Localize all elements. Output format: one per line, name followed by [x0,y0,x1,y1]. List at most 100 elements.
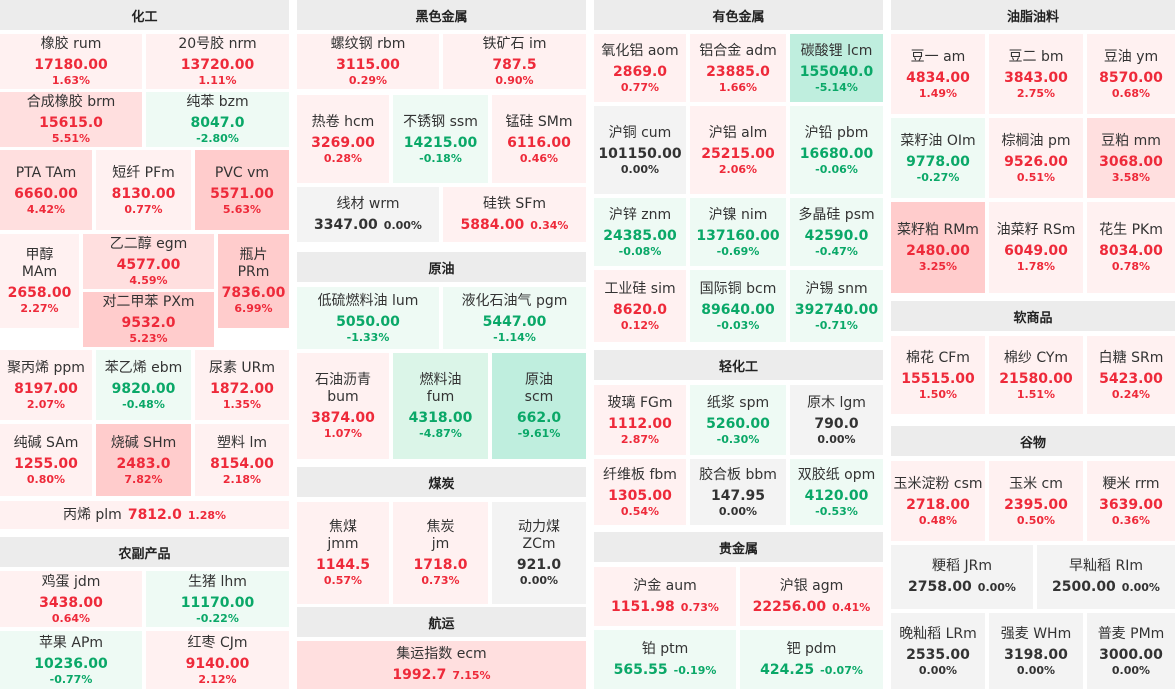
tile-olm[interactable]: 菜籽油 OIm 9778.00 -0.27% [891,118,985,198]
tile-urm[interactable]: 尿素 URm 1872.00 1.35% [195,350,289,420]
tile-cum[interactable]: 沪铜 cum 101150.00 0.00% [594,106,686,194]
tile-pfm[interactable]: 短纤 PFm 8130.00 0.77% [96,150,191,230]
tile-whm[interactable]: 强麦 WHm 3198.00 0.00% [989,613,1083,689]
tile-plm[interactable]: 丙烯 plm 7812.0 1.28% [0,501,289,529]
tile-cym[interactable]: 棉纱 CYm 21580.00 1.51% [989,336,1083,414]
tile-lgm[interactable]: 原木 lgm 790.0 0.00% [790,385,883,455]
tile-rim[interactable]: 早籼稻 RIm 2500.00 0.00% [1037,545,1175,609]
tile-name: 花生 PKm [1099,222,1163,238]
section-header-coal: 煤炭 [297,467,586,497]
tile-opm[interactable]: 双胶纸 opm 4120.00 -0.53% [790,459,883,525]
tile-lm[interactable]: 塑料 lm 8154.00 2.18% [195,424,289,496]
tile-price: 1144.5 [315,557,371,573]
tile-scm[interactable]: 原油 scm 662.0 -9.61% [492,353,586,459]
section-header-soft: 软商品 [891,301,1175,331]
tile-rum[interactable]: 橡胶 rum 17180.00 1.63% [0,34,142,89]
tile-agm[interactable]: 沪银 agm 22256.00 0.41% [740,567,883,626]
tile-ym[interactable]: 豆油 ym 8570.00 0.68% [1087,34,1175,114]
tile-lrm[interactable]: 晚籼稻 LRm 2535.00 0.00% [891,613,985,689]
tile-name: jmm [327,536,359,552]
tile-shm[interactable]: 烧碱 SHm 2483.0 7.82% [96,424,191,496]
tile-cfm[interactable]: 棉花 CFm 15515.00 1.50% [891,336,985,414]
tile-change-pct: 0.41% [832,600,871,614]
tile-pbm[interactable]: 沪铅 pbm 16680.00 -0.06% [790,106,883,194]
tile-adm[interactable]: 铝合金 adm 23885.0 1.66% [690,34,786,102]
tile-nrm[interactable]: 20号胶 nrm 13720.00 1.11% [146,34,289,89]
tile-jmm[interactable]: 焦煤 jmm 1144.5 0.57% [297,502,389,604]
tile-jdm[interactable]: 鸡蛋 jdm 3438.00 0.64% [0,571,142,627]
tile-mm[interactable]: 豆粕 mm 3068.00 3.58% [1087,118,1175,198]
tile-psm[interactable]: 多晶硅 psm 42590.0 -0.47% [790,198,883,266]
tile-price: 2500.00 [1052,579,1116,595]
tile-pkm[interactable]: 花生 PKm 8034.00 0.78% [1087,202,1175,293]
tile-fgm[interactable]: 玻璃 FGm 1112.00 2.87% [594,385,686,455]
tile-ebm[interactable]: 苯乙烯 ebm 9820.00 -0.48% [96,350,191,420]
tile-change-pct: -0.77% [49,672,93,686]
tile-pm[interactable]: 棕榈油 pm 9526.00 0.51% [989,118,1083,198]
tile-price: 790.0 [814,415,859,432]
tile-pdm[interactable]: 钯 pdm 424.25 -0.07% [740,630,883,689]
tile-mam[interactable]: 甲醇 MAm 2658.00 2.27% [0,234,79,328]
tile-aom[interactable]: 氧化铝 aom 2869.0 0.77% [594,34,686,102]
tile-fbm[interactable]: 纤维板 fbm 1305.00 0.54% [594,459,686,525]
tile-pxm[interactable]: 对二甲苯 PXm 9532.0 5.23% [83,292,214,347]
tile-sim[interactable]: 工业硅 sim 8620.0 0.12% [594,270,686,342]
tile-snm[interactable]: 沪锡 snm 392740.00 -0.71% [790,270,883,342]
tile-alm[interactable]: 沪铝 alm 25215.00 2.06% [690,106,786,194]
tile-bm[interactable]: 豆二 bm 3843.00 2.75% [989,34,1083,114]
tile-ssm[interactable]: 不锈钢 ssm 14215.00 -0.18% [393,95,488,183]
section-header-precious: 贵金属 [594,532,883,562]
tile-spm[interactable]: 纸浆 spm 5260.00 -0.30% [690,385,786,455]
tile-price: 4120.00 [804,487,869,504]
tile-srm[interactable]: 白糖 SRm 5423.00 0.24% [1087,336,1175,414]
tile-nim[interactable]: 沪镍 nim 137160.00 -0.69% [690,198,786,266]
tile-lhm[interactable]: 生猪 lhm 11170.00 -0.22% [146,571,289,627]
tile-rmm[interactable]: 菜籽粕 RMm 2480.00 3.25% [891,202,985,293]
tile-csm[interactable]: 玉米淀粉 csm 2718.00 0.48% [891,461,985,541]
tile-prm[interactable]: 瓶片 PRm 7836.00 6.99% [218,234,289,328]
tile-znm[interactable]: 沪锌 znm 24385.00 -0.08% [594,198,686,266]
tile-egm[interactable]: 乙二醇 egm 4577.00 4.59% [83,234,214,289]
tile-bcm[interactable]: 国际铜 bcm 89640.00 -0.03% [690,270,786,342]
tile-sam[interactable]: 纯碱 SAm 1255.00 0.80% [0,424,92,496]
tile-pgm[interactable]: 液化石油气 pgm 5447.00 -1.14% [443,287,586,349]
tile-pmm[interactable]: 普麦 PMm 3000.00 0.00% [1087,613,1175,689]
tile-lcm[interactable]: 碳酸锂 lcm 155040.0 -5.14% [790,34,883,102]
tile-zcm[interactable]: 动力煤 ZCm 921.0 0.00% [492,502,586,604]
tile-bum[interactable]: 石油沥青 bum 3874.00 1.07% [297,353,389,459]
tile-bzm[interactable]: 纯苯 bzm 8047.0 -2.80% [146,92,289,147]
tile-lum[interactable]: 低硫燃料油 lum 5050.00 -1.33% [297,287,439,349]
tile-change-pct: -0.48% [122,397,165,411]
tile-sfm[interactable]: 硅铁 SFm 5884.00 0.34% [443,187,586,242]
tile-change-pct: -0.08% [618,244,662,258]
tile-jrm[interactable]: 粳稻 JRm 2758.00 0.00% [891,545,1033,609]
tile-smm[interactable]: 锰硅 SMm 6116.00 0.46% [492,95,586,183]
tile-price: 2718.00 [906,496,970,513]
tile-ecm[interactable]: 集运指数 ecm 1992.7 7.15% [297,641,586,689]
tile-aum[interactable]: 沪金 aum 1151.98 0.73% [594,567,736,626]
tile-vm[interactable]: PVC vm 5571.00 5.63% [195,150,289,230]
tile-change-pct: 0.00% [383,218,422,232]
tile-tam[interactable]: PTA TAm 6660.00 4.42% [0,150,92,230]
tile-bbm[interactable]: 胶合板 bbm 147.95 0.00% [690,459,786,525]
tile-ppm[interactable]: 聚丙烯 ppm 8197.00 2.07% [0,350,92,420]
tile-price: 424.25 [760,661,815,678]
tile-ptm[interactable]: 铂 ptm 565.55 -0.19% [594,630,736,689]
tile-rbm[interactable]: 螺纹钢 rbm 3115.00 0.29% [297,34,439,89]
tile-name: 纯碱 SAm [13,434,79,451]
tile-change-pct: 0.00% [519,574,559,587]
tile-am[interactable]: 豆一 am 4834.00 1.49% [891,34,985,114]
tile-name: 纯苯 bzm [186,94,249,110]
tile-brm[interactable]: 合成橡胶 brm 15615.0 5.51% [0,92,142,147]
tile-wrm[interactable]: 线材 wrm 3347.00 0.00% [297,187,439,242]
tile-rsm[interactable]: 油菜籽 RSm 6049.00 1.78% [989,202,1083,293]
tile-cjm[interactable]: 红枣 CJm 9140.00 2.12% [146,631,289,689]
tile-rrm[interactable]: 粳米 rrm 3639.00 0.36% [1087,461,1175,541]
tile-im[interactable]: 铁矿石 im 787.5 0.90% [443,34,586,89]
tile-cm[interactable]: 玉米 cm 2395.00 0.50% [989,461,1083,541]
tile-price: 8570.00 [1099,69,1163,86]
tile-apm[interactable]: 苹果 APm 10236.00 -0.77% [0,631,142,689]
tile-hcm[interactable]: 热卷 hcm 3269.00 0.28% [297,95,389,183]
tile-jm[interactable]: 焦炭 jm 1718.0 0.73% [393,502,488,604]
tile-fum[interactable]: 燃料油 fum 4318.00 -4.87% [393,353,488,459]
